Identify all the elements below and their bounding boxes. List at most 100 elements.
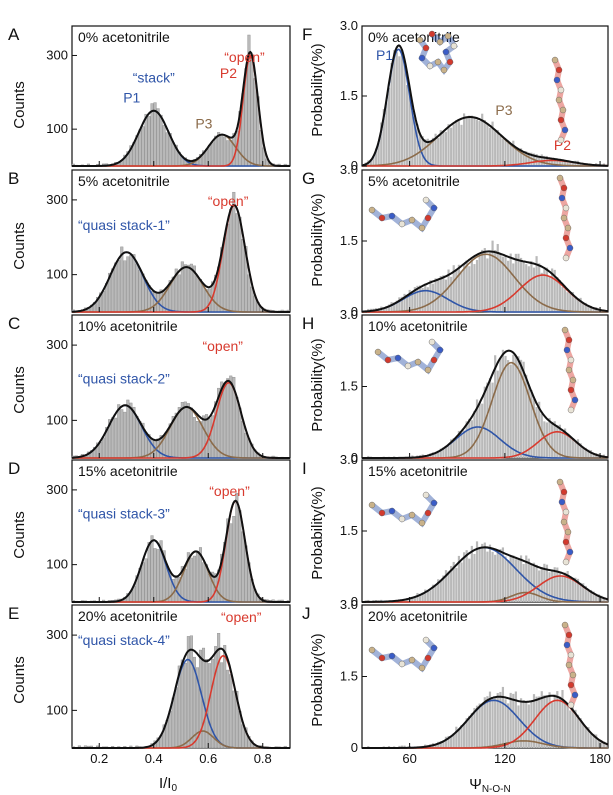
molecule-atom	[408, 656, 416, 664]
panel-letter: I	[302, 459, 307, 478]
hist-bar	[434, 278, 437, 312]
panel-E: 100 300 0.2 0.4 0.6 0.8 E 20% acetonitrile “quas…	[8, 604, 291, 766]
hist-bar	[553, 157, 556, 166]
ytick-label: 0	[351, 450, 358, 465]
molecule-atom	[424, 509, 432, 517]
hist-bar	[406, 84, 409, 166]
hist-bar	[439, 741, 442, 748]
hist-bar	[189, 407, 193, 459]
ytick-label: 100	[46, 702, 68, 717]
component-curve-p3	[362, 253, 608, 313]
hist-bar	[450, 735, 453, 748]
panel-A: 100 300 A 0% acetonitrile “stack” P1 P3 “open”P…	[8, 25, 291, 167]
molecule-atom	[561, 326, 569, 334]
hist-bar	[569, 291, 572, 312]
molecule-atom	[430, 356, 438, 364]
molecule-atom	[562, 538, 570, 546]
hist-bar	[483, 248, 486, 312]
hist-bar	[563, 572, 567, 602]
hist-bar	[584, 302, 587, 312]
hist-bar	[563, 428, 567, 458]
total-fit-curve	[362, 250, 609, 313]
hist-bar	[393, 50, 396, 166]
hist-bar	[437, 138, 440, 166]
hist-bar	[548, 692, 551, 748]
molecule-atom	[563, 346, 571, 354]
peak-annotation-stack: “quasi stack-4”	[78, 632, 170, 648]
molecule-atom	[560, 488, 568, 496]
hist-bar	[468, 418, 471, 458]
hist-bar	[605, 742, 608, 748]
hist-bar	[494, 131, 497, 166]
hist-bar	[439, 579, 442, 602]
molecule-atom	[565, 366, 573, 374]
molecule-atom	[450, 42, 458, 50]
hist-bar	[584, 726, 587, 748]
hist-bar	[457, 430, 460, 458]
hist-bar	[460, 433, 463, 458]
hist-bar	[413, 116, 416, 166]
hist-bar	[475, 260, 479, 312]
molecule-atom	[378, 654, 386, 662]
hist-bar	[532, 398, 536, 458]
hist-bar	[150, 103, 154, 167]
condition-label: 20% acetonitrile	[368, 608, 468, 624]
total-fit-curve	[72, 647, 290, 749]
molecule-atom	[553, 76, 561, 84]
hist-bar	[517, 150, 520, 166]
hist-bar	[214, 135, 218, 167]
hist-bar	[393, 302, 396, 312]
hist-bar	[600, 739, 603, 748]
hist-bar	[442, 575, 445, 602]
hist-bar	[512, 693, 515, 748]
hist-bar	[452, 438, 455, 458]
hist-bar	[558, 696, 561, 748]
hist-bar	[382, 109, 385, 166]
hist-bar	[473, 117, 476, 166]
hist-bar	[488, 127, 492, 166]
hist-bar	[439, 448, 442, 458]
hist-bar	[416, 124, 419, 166]
molecule-atom	[563, 641, 571, 649]
hist-bar	[589, 733, 593, 748]
molecule-atom	[560, 184, 568, 192]
hist-bar	[369, 160, 372, 166]
hist-bar	[120, 409, 124, 459]
molecule-illustration	[561, 621, 579, 709]
hist-bar	[475, 399, 479, 458]
hist-bar	[501, 138, 505, 166]
panel-letter: E	[8, 604, 19, 623]
hist-bar	[558, 158, 561, 166]
hist-bar	[566, 292, 569, 312]
hist-bar	[501, 686, 505, 748]
hist-bar	[429, 280, 432, 312]
ytick-label: 300	[46, 337, 68, 352]
ytick-label: 1.5	[340, 523, 358, 538]
hist-bar	[460, 725, 463, 748]
hist-bar	[455, 726, 458, 748]
hist-bar	[238, 510, 242, 603]
hist-bar	[424, 283, 427, 312]
hist-bar	[507, 559, 510, 602]
hist-bar	[556, 567, 559, 602]
hist-bar	[380, 122, 383, 166]
hist-bar	[377, 141, 380, 166]
hist-bar	[398, 297, 401, 312]
hist-bar	[408, 289, 411, 312]
molecule-atom	[562, 204, 570, 212]
hist-bar	[408, 90, 411, 166]
hist-bar	[483, 542, 486, 602]
hist-bar	[579, 443, 582, 458]
hist-bar	[473, 707, 476, 748]
hist-bar	[426, 590, 429, 602]
hist-bar	[576, 578, 580, 602]
peak-annotation-stack: “quasi stack-2”	[78, 370, 170, 386]
hist-bar	[509, 253, 512, 312]
hist-bar	[150, 535, 154, 603]
hist-bar	[162, 125, 166, 167]
hist-bar	[434, 133, 437, 166]
hist-bar	[538, 696, 541, 748]
hist-bar	[507, 142, 510, 166]
hist-bar	[400, 745, 404, 748]
